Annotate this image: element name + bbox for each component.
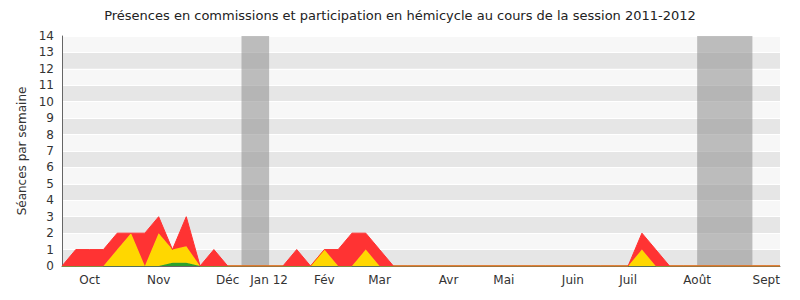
svg-text:3: 3 (46, 210, 54, 224)
svg-text:Sept: Sept (753, 273, 781, 287)
svg-text:Nov: Nov (147, 273, 170, 287)
svg-text:Déc: Déc (216, 273, 239, 287)
svg-text:4: 4 (46, 193, 54, 207)
svg-text:Mai: Mai (493, 273, 514, 287)
svg-text:Séances par semaine: Séances par semaine (15, 87, 29, 216)
svg-text:Juin: Juin (561, 273, 584, 287)
svg-text:Fév: Fév (314, 273, 335, 287)
svg-text:12: 12 (39, 62, 54, 76)
svg-text:5: 5 (46, 177, 54, 191)
svg-text:14: 14 (39, 29, 54, 43)
svg-text:10: 10 (39, 95, 54, 109)
svg-text:7: 7 (46, 144, 54, 158)
svg-text:11: 11 (39, 78, 54, 92)
svg-text:Août: Août (683, 273, 711, 287)
svg-text:13: 13 (39, 45, 54, 59)
svg-text:1: 1 (46, 243, 54, 257)
svg-text:9: 9 (46, 111, 54, 125)
svg-text:Présences en commissions et pa: Présences en commissions et participatio… (104, 8, 696, 23)
svg-text:2: 2 (46, 226, 54, 240)
svg-text:Avr: Avr (439, 273, 459, 287)
svg-text:6: 6 (46, 160, 54, 174)
svg-text:Mar: Mar (368, 273, 391, 287)
svg-text:8: 8 (46, 128, 54, 142)
svg-text:0: 0 (46, 259, 54, 273)
svg-text:Juil: Juil (618, 273, 637, 287)
svg-text:Jan 12: Jan 12 (249, 273, 288, 287)
svg-text:Oct: Oct (79, 273, 100, 287)
